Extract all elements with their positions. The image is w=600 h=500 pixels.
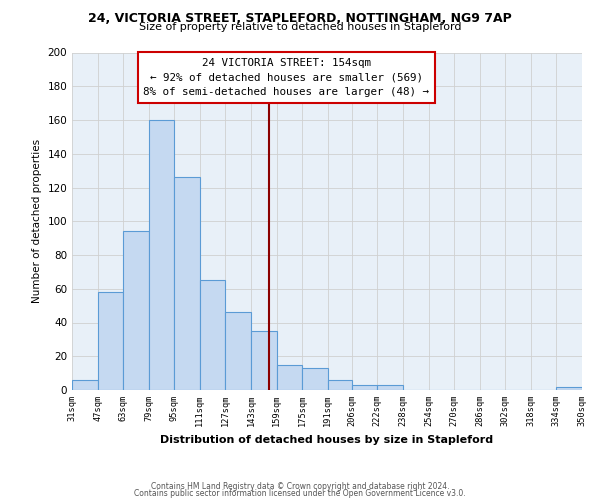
Bar [302,368,328,390]
Bar [98,292,123,390]
Text: 24, VICTORIA STREET, STAPLEFORD, NOTTINGHAM, NG9 7AP: 24, VICTORIA STREET, STAPLEFORD, NOTTING… [88,12,512,26]
Bar [200,280,226,390]
Bar [377,385,403,390]
Bar [175,178,200,390]
Y-axis label: Number of detached properties: Number of detached properties [32,139,42,304]
Text: 24 VICTORIA STREET: 154sqm
← 92% of detached houses are smaller (569)
8% of semi: 24 VICTORIA STREET: 154sqm ← 92% of deta… [143,58,429,97]
Bar [352,385,377,390]
Bar [72,380,98,390]
Text: Contains public sector information licensed under the Open Government Licence v3: Contains public sector information licen… [134,489,466,498]
Bar [277,364,302,390]
Bar [328,380,352,390]
Bar [123,232,149,390]
X-axis label: Distribution of detached houses by size in Stapleford: Distribution of detached houses by size … [160,434,494,444]
Bar [251,331,277,390]
Text: Size of property relative to detached houses in Stapleford: Size of property relative to detached ho… [139,22,461,32]
Bar [149,120,175,390]
Text: Contains HM Land Registry data © Crown copyright and database right 2024.: Contains HM Land Registry data © Crown c… [151,482,449,491]
Bar [556,386,582,390]
Bar [226,312,251,390]
